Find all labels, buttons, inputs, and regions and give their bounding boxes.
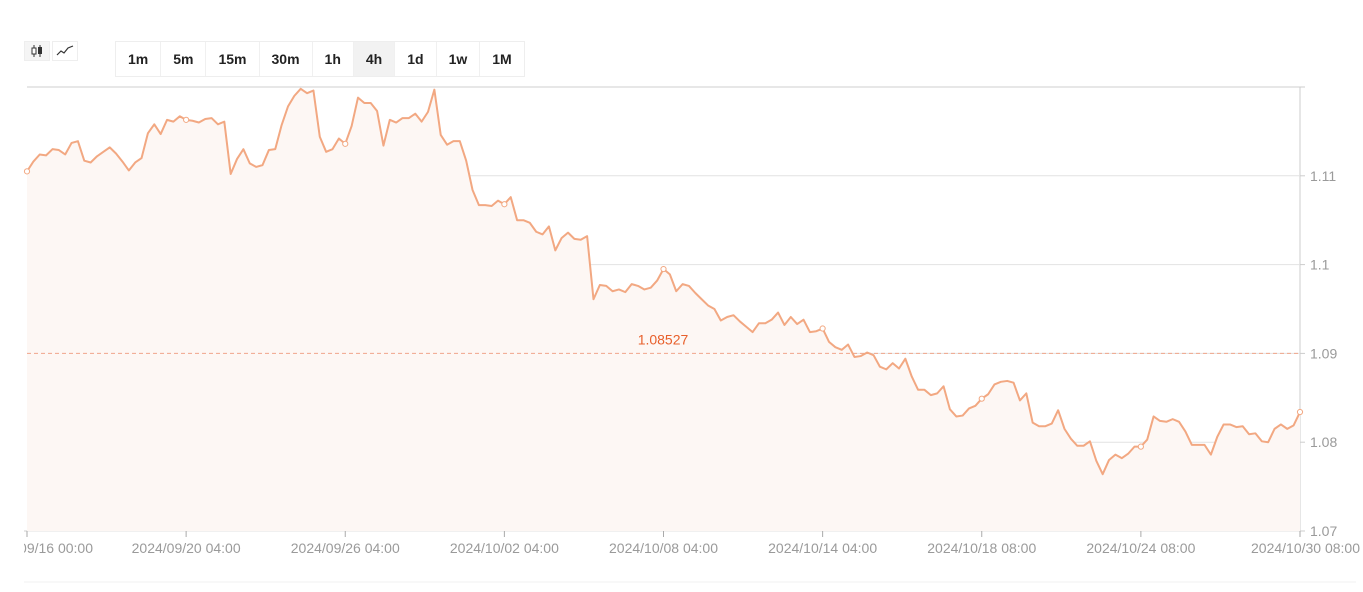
data-point-marker xyxy=(1296,408,1304,416)
data-point-marker xyxy=(660,265,667,273)
interval-button-15m[interactable]: 15m xyxy=(206,42,260,76)
interval-button-1m[interactable]: 1m xyxy=(116,42,162,76)
y-tick-label: 1.11 xyxy=(1310,168,1336,184)
interval-selector: 1m 5m 15m 30m 1h 4h 1d 1w 1M xyxy=(115,41,525,77)
x-tick-label: 2024/09/26 04:00 xyxy=(291,540,400,556)
x-tick-label: 2024/10/30 08:00 xyxy=(1251,540,1360,556)
y-tick-label: 1.08 xyxy=(1310,434,1337,450)
x-tick-label: 2024/10/02 04:00 xyxy=(450,540,559,556)
x-tick-label: 2024/10/14 04:00 xyxy=(768,540,877,556)
interval-button-1d[interactable]: 1d xyxy=(395,42,437,76)
data-point-marker xyxy=(1137,443,1144,450)
x-tick-label: 2024/10/08 04:00 xyxy=(609,540,718,556)
line-chart-icon xyxy=(56,45,74,56)
candlestick-icon xyxy=(31,45,42,57)
x-tick-label: 2024/10/18 08:00 xyxy=(927,540,1036,556)
data-point-marker xyxy=(183,116,190,123)
interval-button-5m[interactable]: 5m xyxy=(161,42,207,76)
y-tick-label: 1.09 xyxy=(1310,345,1337,361)
area-fill xyxy=(27,88,1300,531)
data-point-marker xyxy=(23,168,31,175)
candlestick-chart-button[interactable] xyxy=(24,41,50,61)
data-point-marker xyxy=(501,201,508,208)
interval-button-4h[interactable]: 4h xyxy=(353,42,396,76)
x-tick-label: 2024/09/20 04:00 xyxy=(132,540,241,556)
data-point-marker xyxy=(342,140,349,147)
reference-price-label: 1.08527 xyxy=(638,331,689,347)
data-point-marker xyxy=(819,325,826,332)
y-tick-label: 1.07 xyxy=(1310,523,1337,539)
y-tick-label: 1.1 xyxy=(1310,257,1330,273)
interval-button-1w[interactable]: 1w xyxy=(437,42,481,76)
data-point-marker xyxy=(978,395,985,402)
interval-button-30m[interactable]: 30m xyxy=(260,42,313,76)
chart-type-switcher xyxy=(24,41,78,61)
line-chart-button[interactable] xyxy=(52,41,78,61)
interval-button-1h[interactable]: 1h xyxy=(313,42,354,76)
interval-button-1M[interactable]: 1M xyxy=(492,51,512,67)
x-tick-label: 2024/10/24 08:00 xyxy=(1086,540,1195,556)
x-tick-label: 2024/09/16 00:00 xyxy=(0,540,93,556)
